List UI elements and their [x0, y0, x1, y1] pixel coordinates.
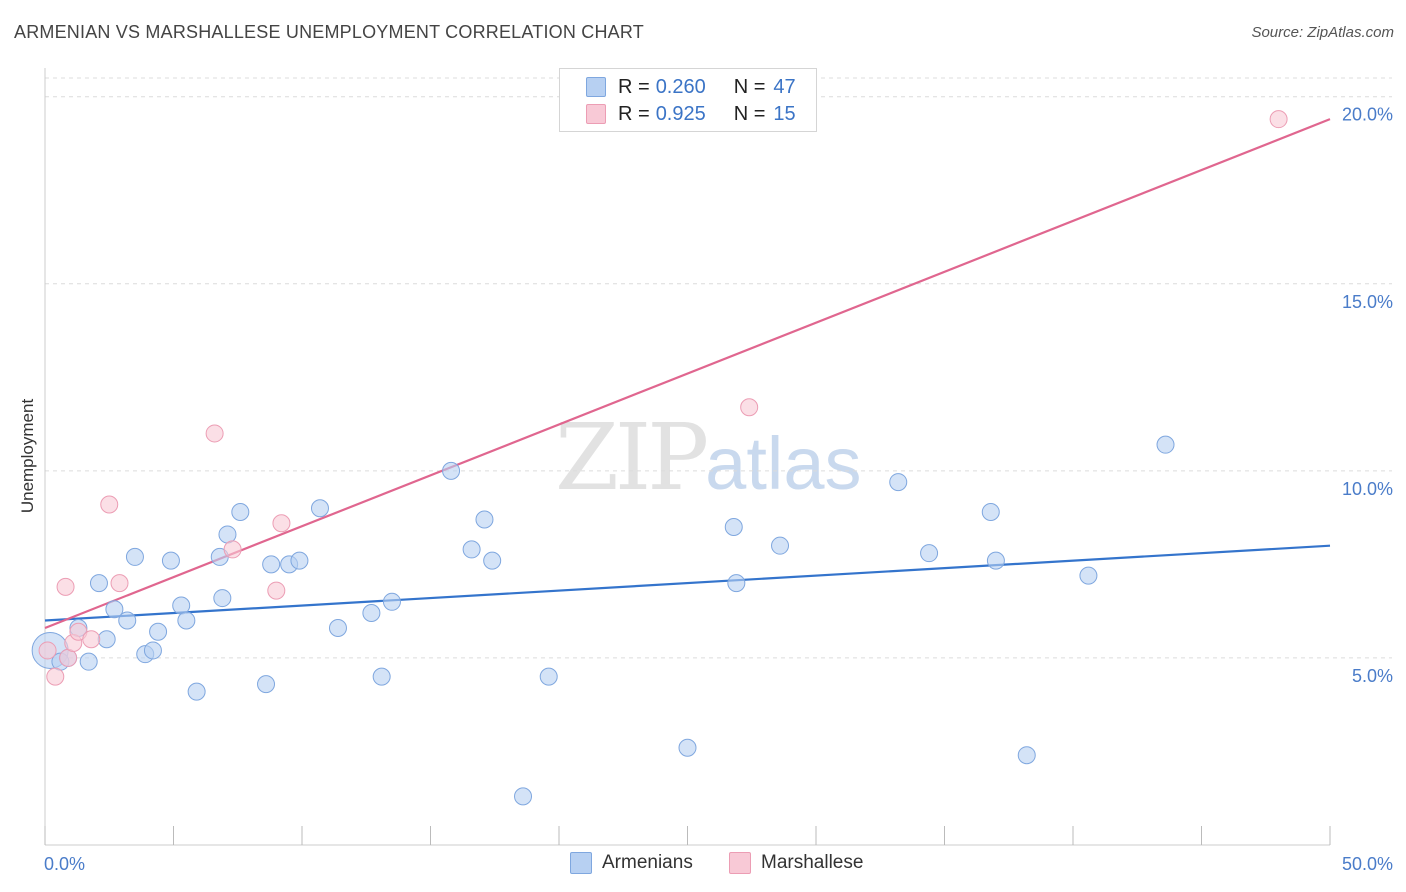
- watermark: ZIPatlas: [555, 404, 861, 511]
- marshallese-point: [1269, 110, 1288, 129]
- armenian-point: [257, 675, 276, 694]
- legend-n-value: 47: [773, 75, 796, 98]
- armenian-point: [514, 787, 533, 806]
- legend-n-label: N =: [733, 75, 766, 98]
- legend-r-label: R =: [618, 75, 650, 98]
- armenian-point: [981, 503, 1000, 522]
- armenian-point: [678, 738, 697, 757]
- y-tick-label: 20.0%: [1342, 105, 1393, 125]
- armenian-point: [475, 510, 494, 529]
- correlation-legend: R = 0.260 N = 47 R = 0.925 N = 15: [559, 68, 817, 132]
- armenian-point: [118, 611, 137, 630]
- armenian-point: [290, 551, 309, 570]
- y-tick-label: 5.0%: [1352, 666, 1393, 686]
- armenian-point: [172, 596, 191, 615]
- armenians-trend-line: [44, 544, 1331, 622]
- armenian-point: [986, 551, 1005, 570]
- legend-n-label: N =: [733, 102, 766, 125]
- armenians-legend-label: Armenians: [602, 852, 693, 873]
- marshallese-swatch: [586, 104, 606, 124]
- armenian-point: [97, 630, 116, 649]
- chart-title: ARMENIAN VS MARSHALLESE UNEMPLOYMENT COR…: [14, 22, 644, 42]
- legend-n-value: 15: [773, 102, 796, 125]
- y-tick-label: 10.0%: [1342, 479, 1393, 499]
- armenian-point: [89, 574, 108, 593]
- marshallese-point: [223, 540, 242, 559]
- legend-row-armenians: R = 0.260 N = 47: [586, 75, 796, 99]
- tick-labels: 5.0% 10.0% 15.0% 20.0% 0.0% 50.0%: [44, 105, 1393, 874]
- marshallese-points: [38, 110, 1288, 686]
- armenian-point: [143, 641, 162, 660]
- armenian-point: [362, 604, 381, 623]
- axes: [44, 68, 1331, 846]
- armenian-point: [483, 551, 502, 570]
- armenian-point: [231, 503, 250, 522]
- watermark-atlas: atlas: [705, 422, 862, 505]
- armenian-point: [262, 555, 281, 574]
- armenian-point: [328, 618, 347, 637]
- armenian-point: [310, 499, 329, 518]
- marshallese-legend-label: Marshallese: [761, 852, 864, 873]
- armenian-point: [213, 589, 232, 608]
- armenian-point: [149, 622, 168, 641]
- x-tick-label: 50.0%: [1342, 854, 1393, 874]
- armenian-point: [920, 544, 939, 563]
- armenian-point: [382, 592, 401, 611]
- armenians-points: [31, 435, 1175, 806]
- legend-r-value: 0.260: [655, 75, 706, 98]
- marshallese-legend-swatch: [729, 852, 751, 874]
- marshallese-point: [82, 630, 101, 649]
- y-tick-label: 15.0%: [1342, 292, 1393, 312]
- marshallese-point: [740, 398, 759, 417]
- trend-lines: [44, 118, 1331, 630]
- marshallese-point: [56, 577, 75, 596]
- armenians-legend-swatch: [570, 852, 592, 874]
- marshallese-point: [110, 574, 129, 593]
- bottom-legend-marshallese[interactable]: Marshallese: [729, 852, 863, 874]
- armenian-point: [724, 517, 743, 536]
- armenian-point: [218, 525, 237, 544]
- marshallese-point: [59, 648, 78, 667]
- marshallese-trend-line: [44, 118, 1331, 630]
- legend-r-value: 0.925: [655, 102, 706, 125]
- marshallese-point: [100, 495, 119, 514]
- armenian-point: [177, 611, 196, 630]
- armenians-swatch: [586, 77, 606, 97]
- legend-row-marshallese: R = 0.925 N = 15: [586, 102, 796, 126]
- armenian-point: [187, 682, 206, 701]
- x-tick-label: 0.0%: [44, 854, 85, 874]
- armenian-point: [105, 600, 124, 619]
- armenian-point: [1017, 746, 1036, 765]
- grid-lines: [45, 77, 1392, 659]
- marshallese-point: [46, 667, 65, 686]
- marshallese-point: [205, 424, 224, 443]
- armenian-point: [161, 551, 180, 570]
- armenian-point: [462, 540, 481, 559]
- armenian-point: [889, 473, 908, 492]
- armenian-point: [442, 461, 461, 480]
- marshallese-point: [267, 581, 286, 600]
- armenian-point: [727, 574, 746, 593]
- armenian-point: [79, 652, 98, 671]
- source-label: Source: ZipAtlas.com: [1251, 24, 1394, 41]
- armenian-point: [1079, 566, 1098, 585]
- marshallese-point: [38, 641, 57, 660]
- armenian-point: [771, 536, 790, 555]
- armenian-point: [372, 667, 391, 686]
- armenian-point: [1156, 435, 1175, 454]
- marshallese-point: [272, 514, 291, 533]
- legend-r-label: R =: [618, 102, 650, 125]
- bottom-legend-armenians[interactable]: Armenians: [570, 852, 693, 874]
- watermark-zip: ZIP: [555, 404, 709, 511]
- armenian-point: [125, 547, 144, 566]
- armenian-point: [539, 667, 558, 686]
